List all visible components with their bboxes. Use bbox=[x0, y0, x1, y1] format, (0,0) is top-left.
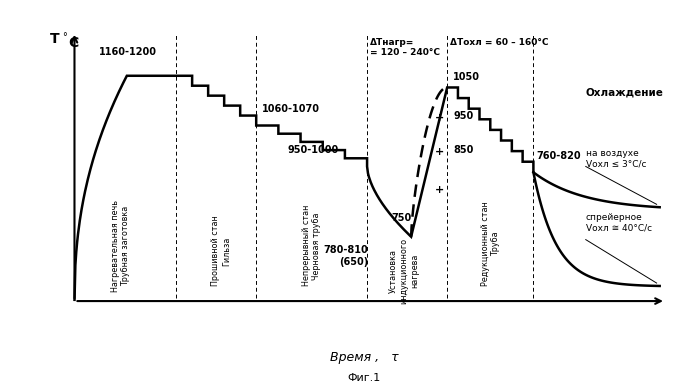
Text: 950: 950 bbox=[454, 111, 474, 121]
Text: Редукционный стан
Труба: Редукционный стан Труба bbox=[481, 202, 500, 286]
Text: 1160-1200: 1160-1200 bbox=[99, 47, 157, 57]
Text: Время ,   τ: Время , τ bbox=[330, 351, 398, 364]
Text: 780-810
(650): 780-810 (650) bbox=[323, 246, 368, 267]
Text: ΔTохл = 60 – 160°C: ΔTохл = 60 – 160°C bbox=[450, 38, 549, 47]
Text: +: + bbox=[435, 185, 444, 195]
Text: 1060-1070: 1060-1070 bbox=[262, 104, 321, 114]
Text: Непрерывный стан
Черновая труба: Непрерывный стан Черновая труба bbox=[302, 205, 321, 286]
Text: °: ° bbox=[62, 32, 67, 42]
Text: Фиг.1: Фиг.1 bbox=[347, 373, 381, 383]
Text: +: + bbox=[435, 113, 444, 123]
Text: 850: 850 bbox=[454, 145, 474, 155]
Text: T: T bbox=[50, 32, 60, 46]
Text: Нагревательная печь
Трубная заготовка: Нагревательная печь Трубная заготовка bbox=[111, 200, 130, 292]
Text: на воздухе
Vохл ≤ 3°C/с: на воздухе Vохл ≤ 3°C/с bbox=[586, 149, 646, 168]
Text: ΔTнагр=
= 120 – 240°C: ΔTнагр= = 120 – 240°C bbox=[370, 38, 440, 57]
Text: Установка
индукционного
нагрева: Установка индукционного нагрева bbox=[389, 238, 419, 304]
Text: 950-1000: 950-1000 bbox=[287, 145, 338, 155]
Text: спрейерное
Vохл ≅ 40°C/с: спрейерное Vохл ≅ 40°C/с bbox=[586, 213, 652, 233]
Text: 1050: 1050 bbox=[454, 72, 480, 82]
Text: 760-820: 760-820 bbox=[536, 151, 581, 161]
Text: Прошивной стан
Гильза: Прошивной стан Гильза bbox=[211, 216, 231, 286]
Text: Охлаждение: Охлаждение bbox=[586, 87, 664, 97]
Text: 750: 750 bbox=[392, 213, 412, 223]
Text: +: + bbox=[435, 147, 444, 157]
Text: C: C bbox=[69, 36, 78, 50]
